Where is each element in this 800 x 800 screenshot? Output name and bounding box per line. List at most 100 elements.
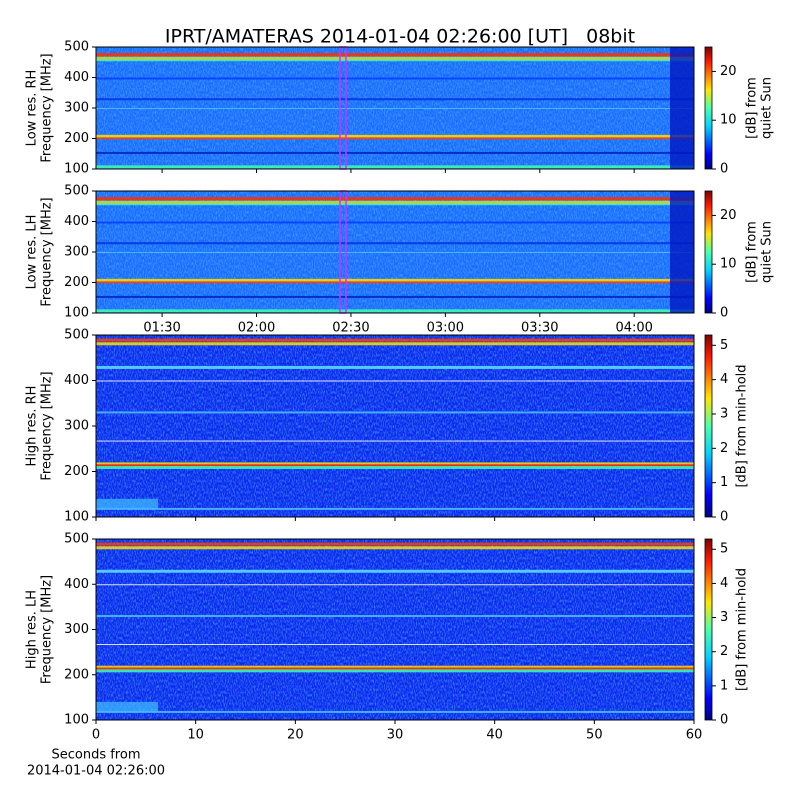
colorbar-label: [dB] from — [745, 221, 760, 283]
colorbar-label: [dB] from min-hold — [735, 568, 750, 691]
spectrogram-band — [96, 643, 694, 645]
y-tick-label: 100 — [64, 713, 89, 728]
spectrogram-band — [96, 440, 694, 442]
colorbar-label: quiet Sun — [760, 221, 775, 283]
spectrogram-band — [96, 466, 694, 470]
panel — [95, 46, 695, 170]
y-tick-label: 400 — [64, 577, 89, 592]
spectrogram-band — [96, 669, 694, 673]
y-tick-label: 400 — [64, 214, 89, 229]
figure-title: IPRT/AMATERAS 2014-01-04 02:26:00 [UT] 0… — [165, 26, 635, 48]
x-tick-label: 02:00 — [238, 321, 275, 336]
colorbar — [704, 538, 713, 721]
y-tick-label: 500 — [64, 184, 89, 199]
spectrogram-band — [96, 569, 694, 573]
colorbar-label: [dB] from min-hold — [735, 364, 750, 487]
colorbar — [704, 334, 713, 518]
spectrogram-band — [96, 464, 694, 467]
colorbar-tick-label: 0 — [720, 713, 728, 728]
colorbar-tick-label: 4 — [720, 576, 728, 591]
y-tick-label: 500 — [64, 328, 89, 343]
spectrogram-band — [96, 281, 694, 284]
spectrogram-band — [96, 53, 694, 57]
colorbar — [704, 46, 713, 170]
low-band-segment — [96, 498, 158, 509]
spectrogram-band — [96, 667, 694, 670]
x-tick-label: 03:00 — [427, 321, 464, 336]
spectrogram-noise — [96, 335, 694, 517]
data-gap — [670, 47, 694, 169]
y-axis-label: Frequency [MHz] — [40, 197, 55, 306]
spectrogram-band — [96, 507, 694, 510]
data-gap — [670, 191, 694, 313]
x-axis-label: Seconds from — [51, 748, 140, 763]
spectrogram-band — [96, 203, 694, 206]
spectrogram-band — [96, 546, 694, 550]
low-band-segment — [96, 701, 158, 712]
spectrogram-band — [96, 221, 694, 224]
colorbar-tick-label: 4 — [720, 372, 728, 387]
colorbar-label: [dB] from — [745, 77, 760, 139]
spectrogram-band — [96, 295, 694, 298]
y-tick-label: 100 — [64, 306, 89, 321]
spectrogram-band — [96, 56, 694, 60]
colorbar-tick-label: 20 — [720, 208, 737, 223]
y-tick-label: 500 — [64, 532, 89, 547]
colorbar-tick-label: 10 — [720, 113, 737, 128]
spectrogram-band — [96, 710, 694, 713]
y-tick-label: 300 — [64, 419, 89, 434]
colorbar-tick-label: 0 — [720, 306, 728, 321]
spectrogram-band — [96, 615, 694, 618]
panel — [95, 538, 695, 721]
x-tick-label: 02:30 — [332, 321, 369, 336]
spectrogram-band — [96, 242, 694, 245]
colorbar-tick-label: 10 — [720, 257, 737, 272]
x-axis-label: 2014-01-04 02:26:00 — [27, 764, 165, 779]
spectrogram-band — [96, 365, 694, 369]
spectrogram-band — [96, 252, 694, 253]
colorbar-tick-label: 3 — [720, 610, 728, 625]
colorbar-tick-label: 20 — [720, 64, 737, 79]
spectrogram-band — [96, 98, 694, 101]
spectrogram-band — [96, 380, 694, 382]
colorbar-tick-label: 5 — [720, 338, 728, 353]
spectrogram-band — [96, 77, 694, 80]
spectrogram-band — [96, 165, 694, 169]
y-tick-label: 200 — [64, 667, 89, 682]
spectrogram-noise — [96, 539, 694, 720]
colorbar-label: quiet Sun — [760, 77, 775, 139]
colorbar-tick-label: 3 — [720, 406, 728, 421]
colorbar-tick-label: 2 — [720, 441, 728, 456]
y-axis-label: Frequency [MHz] — [40, 371, 55, 480]
spectrogram-band — [96, 278, 694, 282]
x-tick-label: 0 — [92, 728, 100, 743]
x-tick-label: 40 — [486, 728, 503, 743]
y-tick-label: 100 — [64, 510, 89, 525]
y-axis-label: High res. LH — [25, 590, 40, 669]
colorbar-tick-label: 2 — [720, 644, 728, 659]
spectrogram-band — [96, 462, 694, 466]
spectrogram-band — [96, 338, 694, 342]
y-tick-label: 300 — [64, 622, 89, 637]
y-axis-label: Low res. LH — [25, 215, 40, 290]
y-tick-label: 300 — [64, 101, 89, 116]
y-tick-label: 300 — [64, 245, 89, 260]
spectrogram-band — [96, 309, 694, 313]
spectrogram-band — [96, 197, 694, 201]
spectrogram-band — [96, 151, 694, 154]
y-axis-label: Frequency [MHz] — [40, 53, 55, 162]
colorbar-tick-label: 0 — [720, 162, 728, 177]
spectrogram-band — [96, 200, 694, 204]
colorbar — [704, 190, 713, 314]
spectrogram-band — [96, 108, 694, 109]
panel — [95, 334, 695, 518]
colorbar-tick-label: 0 — [720, 510, 728, 525]
y-tick-label: 100 — [64, 162, 89, 177]
y-axis-label: High res. RH — [25, 386, 40, 467]
spectrogram-band — [96, 59, 694, 62]
y-tick-label: 500 — [64, 40, 89, 55]
spectrogram-band — [96, 584, 694, 586]
spectrogram-band — [96, 411, 694, 414]
x-tick-label: 03:30 — [521, 321, 558, 336]
